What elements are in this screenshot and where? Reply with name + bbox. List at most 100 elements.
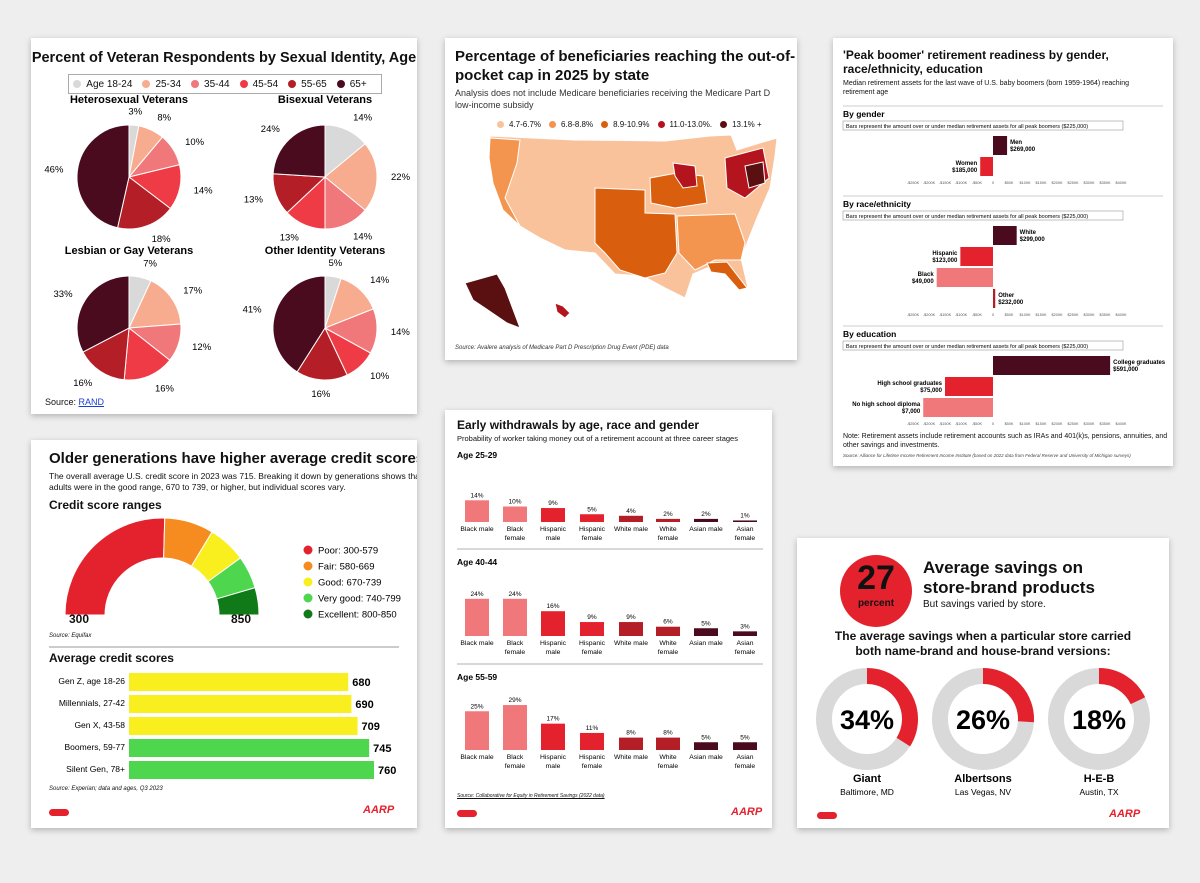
bar-value: 24%: [508, 591, 521, 598]
pie-slice: [324, 143, 378, 211]
credit-title: Older generations have higher average cr…: [49, 450, 417, 467]
category-label: Black: [507, 640, 524, 647]
share-pill[interactable]: [49, 809, 69, 816]
diff-bar: [936, 268, 993, 287]
axis-tick: $150K: [1036, 422, 1047, 426]
diff-bar: [993, 136, 1008, 155]
gauge-min-label: 300: [69, 612, 90, 626]
savings-headline-line2: both name-brand and house-brand versions…: [855, 644, 1111, 658]
ranges-title: Credit score ranges: [49, 498, 162, 512]
bar-value: 1%: [740, 512, 750, 519]
share-pill[interactable]: [817, 812, 837, 819]
axis-tick: -$250K: [907, 313, 920, 317]
axis-tick: 0: [992, 422, 994, 426]
bar-value: 2%: [701, 511, 711, 518]
section-title: By race/ethnicity: [843, 199, 911, 209]
axis-tick: $50K: [1005, 422, 1014, 426]
category-label: female: [735, 535, 756, 542]
savings-subtitle: But savings varied by store.: [923, 599, 1046, 610]
category-label: White: [659, 640, 677, 647]
category-label: female: [582, 535, 603, 542]
bar-value: 24%: [470, 591, 483, 598]
bar-value: 11%: [586, 725, 599, 732]
group-title: Age 55-59: [457, 672, 497, 682]
score-value: 690: [355, 699, 373, 711]
share-pill[interactable]: [457, 810, 477, 817]
alaska-shape: [464, 273, 521, 329]
section-note: Bars represent the amount over or under …: [846, 124, 1088, 130]
axis-tick: -$150K: [939, 181, 952, 185]
savings-headline-line1: The average savings when a particular st…: [834, 629, 1132, 643]
axis-tick: $100K: [1020, 181, 1031, 185]
bar-value: 3%: [740, 623, 750, 630]
bar-name: White: [1020, 230, 1037, 236]
legend-label: 13.1% +: [732, 120, 762, 129]
withdrawal-bar: [580, 622, 604, 636]
range-label: Very good: 740-799: [318, 594, 401, 605]
category-label: male: [546, 763, 561, 770]
category-label: female: [658, 535, 679, 542]
withdrawals-source: Source: Collaborative for Equity in Reti…: [457, 793, 605, 799]
map-subtitle-line2: low-income subsidy: [455, 100, 534, 110]
bar-value: 9%: [626, 614, 636, 621]
axis-tick: -$200K: [923, 422, 936, 426]
axis-tick: $100K: [1020, 422, 1031, 426]
bar-value: 5%: [740, 734, 750, 741]
withdrawal-bar: [541, 508, 565, 522]
diff-bar: [923, 398, 993, 417]
bar-name: College graduates: [1113, 360, 1166, 366]
aarp-logo: AARP: [1109, 808, 1141, 820]
legend-swatch: [191, 80, 200, 88]
axis-tick: $200K: [1052, 181, 1063, 185]
aarp-logo: AARP: [363, 804, 395, 816]
slice-label: 7%: [143, 259, 157, 270]
axis-tick: 0: [992, 181, 994, 185]
aarp-logo: AARP: [731, 806, 763, 818]
range-label: Poor: 300-579: [318, 546, 378, 557]
slice-label: 14%: [194, 186, 214, 197]
map-title-line2: pocket cap in 2025 by state: [455, 67, 650, 84]
category-label: female: [582, 649, 603, 656]
averages-source: Source: Experian; data and ages, Q3 2023: [49, 786, 163, 792]
axis-tick: -$50K: [972, 181, 983, 185]
axis-tick: -$100K: [955, 422, 968, 426]
withdrawal-bar: [694, 628, 718, 636]
store-location: Austin, TX: [1079, 787, 1118, 797]
rand-source-link[interactable]: RAND: [78, 397, 105, 407]
legend-item: Age 18-24: [73, 79, 132, 90]
legend-swatch: [720, 121, 728, 128]
withdrawal-bar: [580, 514, 604, 522]
bar-value: 10%: [508, 499, 521, 506]
boomer-bar-charts: By gender Bars represent the amount over …: [842, 105, 1166, 426]
withdrawal-bar: [694, 742, 718, 750]
category-label: Hispanic: [579, 526, 606, 533]
slice-label: 12%: [192, 342, 212, 353]
slice-label: 18%: [152, 234, 172, 245]
withdrawals-subtitle: Probability of worker taking money out o…: [457, 434, 738, 443]
category-label: female: [505, 535, 526, 542]
slice-label: 41%: [243, 305, 263, 316]
legend-item: 25-34: [142, 79, 181, 90]
axis-tick: -$100K: [955, 313, 968, 317]
map-title-line1: Percentage of beneficiaries reaching the…: [455, 48, 796, 65]
axis-tick: $350K: [1100, 422, 1111, 426]
category-label: Black male: [460, 754, 493, 761]
averages-title: Average credit scores: [49, 651, 174, 665]
group-title: Age 25-29: [457, 450, 497, 460]
slice-label: 24%: [261, 124, 281, 135]
map-subtitle-line1: Analysis does not include Medicare benef…: [455, 88, 771, 98]
axis-tick: -$250K: [907, 422, 920, 426]
bar-value: $232,000: [998, 300, 1024, 306]
axis-tick: $350K: [1100, 313, 1111, 317]
boomer-subtitle-line1: Median retirement assets for the last wa…: [843, 80, 1129, 87]
range-swatch: [303, 593, 313, 603]
bar-value: $185,000: [952, 168, 978, 174]
bar-value: 9%: [587, 614, 597, 621]
range-swatch: [303, 561, 313, 571]
donut-arc: [866, 668, 918, 747]
category-label: Asian: [736, 640, 753, 647]
legend-swatch: [657, 121, 665, 128]
bar-value: 8%: [626, 730, 636, 737]
range-swatch: [303, 609, 313, 619]
bar-name: High school graduates: [877, 381, 942, 387]
